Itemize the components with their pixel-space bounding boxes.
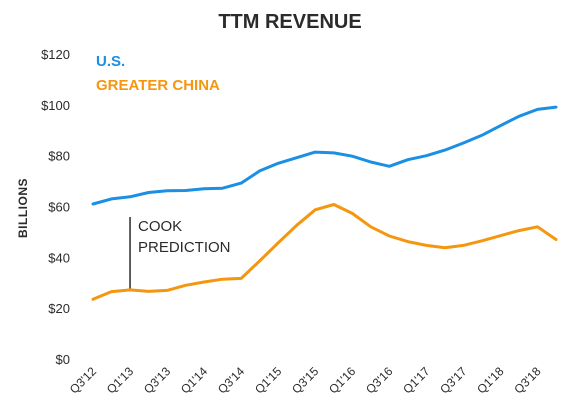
y-tick-label: $80 [48, 149, 70, 164]
y-axis-label: BILLIONS [16, 178, 30, 238]
x-tick-label: Q3'18 [511, 364, 544, 397]
y-tick-label: $120 [41, 47, 70, 62]
series-lines [91, 105, 558, 301]
x-tick-label: Q1'18 [474, 364, 507, 397]
legend-us: U.S. [96, 53, 125, 70]
series-line-u-s [91, 105, 558, 206]
x-tick-label: Q3'12 [67, 364, 100, 397]
y-tick-label: $60 [48, 200, 70, 215]
x-tick-label: Q3'14 [215, 364, 248, 397]
x-tick-label: Q1'14 [178, 364, 211, 397]
x-tick-label: Q1'16 [326, 364, 359, 397]
x-tick-label: Q3'13 [141, 364, 174, 397]
x-tick-label: Q3'15 [289, 364, 322, 397]
y-tick-label: $20 [48, 301, 70, 316]
x-tick-label: Q1'13 [104, 364, 137, 397]
annotation-line-1: COOK [138, 218, 182, 235]
y-tick-label: $0 [56, 352, 70, 367]
y-axis-ticks: $0 $20 $40 $60 $80 $100 $120 [41, 47, 70, 367]
annotation-line-2: PREDICTION [138, 239, 231, 256]
y-tick-label: $40 [48, 250, 70, 265]
y-tick-label: $100 [41, 98, 70, 113]
x-axis-ticks: Q3'12 Q1'13 Q3'13 Q1'14 Q3'14 Q1'15 Q3'15 Q1'16… [67, 364, 544, 397]
legend-greater-china: GREATER CHINA [96, 77, 220, 94]
series-line-greater-china [91, 203, 558, 301]
x-tick-label: Q3'16 [363, 364, 396, 397]
x-tick-label: Q1'17 [400, 364, 433, 397]
x-tick-label: Q1'15 [252, 364, 285, 397]
chart-title: TTM REVENUE [218, 11, 361, 33]
x-tick-label: Q3'17 [437, 364, 470, 397]
